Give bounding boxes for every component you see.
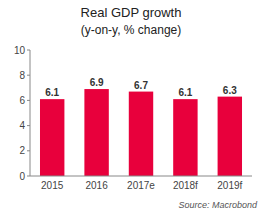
y-axis-line bbox=[30, 50, 31, 176]
data-label: 6.1 bbox=[178, 87, 192, 98]
data-label: 6.3 bbox=[223, 85, 237, 96]
chart-svg: Real GDP growth (y-on-y, % change) 0 2 4 6 8 10… bbox=[0, 0, 262, 212]
y-tick-label: 8 bbox=[19, 70, 25, 81]
data-label: 6.7 bbox=[134, 80, 148, 91]
data-label: 6.1 bbox=[45, 87, 59, 98]
y-tick-label: 4 bbox=[19, 120, 25, 131]
y-tick-label: 6 bbox=[19, 95, 25, 106]
bar bbox=[218, 97, 242, 176]
y-tick-label: 0 bbox=[19, 171, 25, 182]
y-tick-label: 10 bbox=[14, 45, 26, 56]
x-tick-label: 2016 bbox=[85, 180, 108, 191]
bars bbox=[40, 89, 242, 176]
x-axis-line bbox=[30, 176, 252, 177]
title: Real GDP growth bbox=[81, 5, 182, 20]
source-note: Source: Macrobond bbox=[178, 200, 258, 210]
bar bbox=[173, 99, 197, 176]
subtitle: (y-on-y, % change) bbox=[81, 23, 181, 37]
x-tick-label: 2019f bbox=[217, 180, 242, 191]
data-label: 6.9 bbox=[90, 77, 104, 88]
x-tick-label: 2017e bbox=[127, 180, 155, 191]
bar bbox=[129, 92, 153, 176]
x-tick-label: 2018f bbox=[173, 180, 198, 191]
bar bbox=[40, 99, 64, 176]
y-tick-label: 2 bbox=[19, 145, 25, 156]
x-tick-label: 2015 bbox=[41, 180, 64, 191]
chart-container: Real GDP growth (y-on-y, % change) 0 2 4 6 8 10… bbox=[0, 0, 262, 212]
bar bbox=[84, 89, 108, 176]
